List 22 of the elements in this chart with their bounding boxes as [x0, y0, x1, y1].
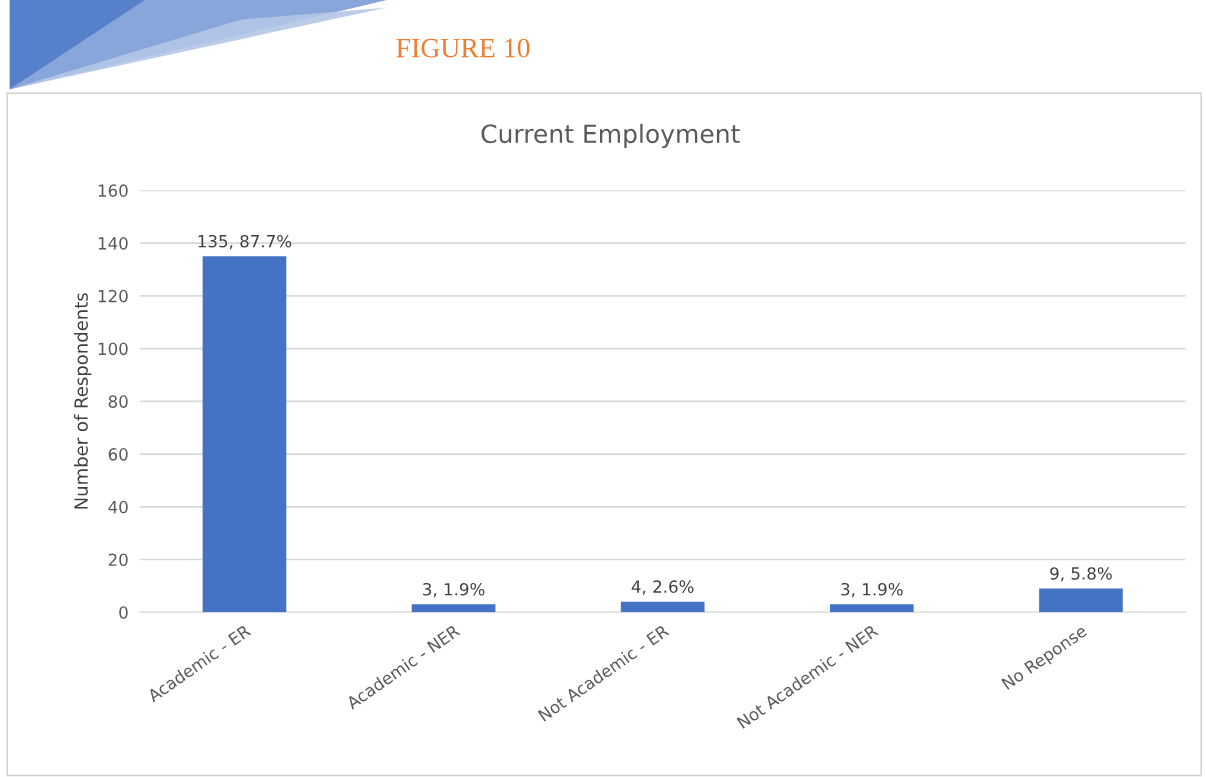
data-label: 135, 87.7%: [198, 234, 292, 250]
y-tick-label: 0: [119, 606, 128, 619]
caption: FIGURE 10: [396, 38, 530, 58]
bar: [1039, 588, 1123, 613]
bar: [620, 601, 705, 613]
bar: [202, 256, 287, 613]
data-label: 3, 1.9%: [841, 582, 903, 598]
y-tick-label: 100: [98, 342, 128, 356]
data-label: 9, 5.8%: [1050, 567, 1112, 582]
y-tick-label: 160: [98, 184, 128, 197]
chart-title: Current Employment: [481, 123, 740, 149]
y-tick-label: 120: [98, 289, 128, 303]
y-axis-title: Number of Respondents: [73, 293, 92, 509]
y-tick-label: 20: [108, 553, 128, 567]
y-tick-label: 40: [108, 500, 128, 514]
bar: [829, 604, 914, 613]
data-label: 4, 2.6%: [631, 580, 694, 595]
data-label: 3, 1.9%: [423, 582, 485, 598]
bar: [411, 604, 496, 613]
y-tick-label: 80: [108, 395, 128, 408]
y-tick-label: 60: [108, 448, 128, 461]
y-tick-label: 140: [98, 237, 128, 250]
